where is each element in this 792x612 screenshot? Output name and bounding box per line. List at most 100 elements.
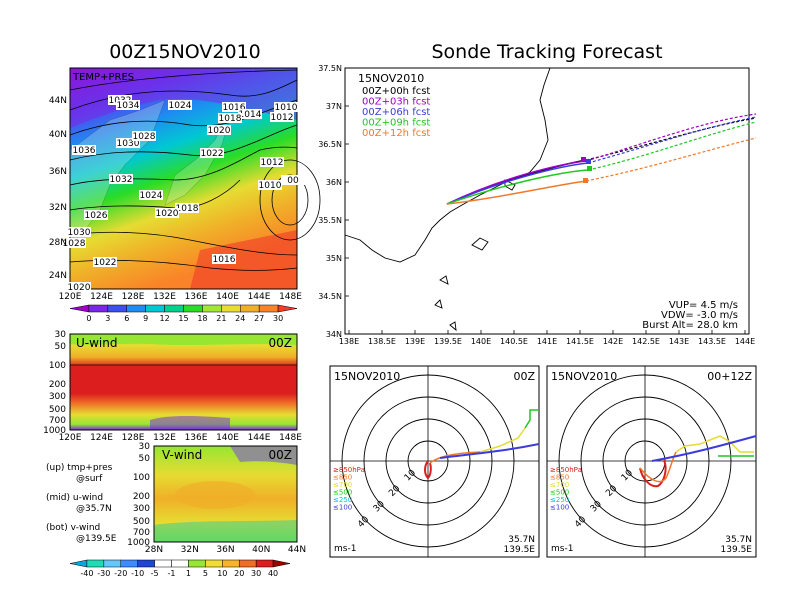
isobar-label-bg	[84, 210, 108, 220]
burst-marker	[583, 178, 588, 183]
wind-colorbar-swatch	[238, 559, 257, 568]
isobar-label: 1032	[110, 175, 133, 185]
isobar-label-bg	[168, 100, 192, 110]
colorbar-swatch	[126, 304, 146, 313]
wind-colorbar-tick: -10	[131, 569, 144, 578]
isobar-label-bg	[212, 254, 236, 264]
isobar-label-bg	[116, 100, 140, 110]
isobar-label: 1030	[68, 228, 91, 238]
note-line-6: @139.5E	[76, 534, 117, 544]
wind-colorbar-swatch	[103, 559, 122, 568]
isobar-label: 1018	[176, 204, 199, 214]
track-date: 15NOV2010	[358, 72, 424, 85]
isobar-label: 1012	[261, 158, 284, 168]
v-wind-title: V-wind	[162, 448, 202, 462]
hodograph-trace	[424, 460, 432, 480]
coastline	[344, 67, 551, 332]
wind-colorbar-tick: 40	[268, 569, 278, 578]
colorbar-swatch	[221, 304, 241, 313]
hodograph-unit: ms-1	[551, 544, 573, 554]
wind-colorbar-swatch	[272, 559, 291, 568]
hodograph-level-label: ≥850hPa	[550, 466, 582, 474]
wind-colorbar-tick: 30	[251, 569, 261, 578]
colorbar-tick: 3	[105, 314, 110, 323]
isobar-label: 1020	[68, 283, 91, 293]
track-line	[446, 180, 587, 205]
track-forecast-dashed	[585, 117, 757, 161]
isobar-label-bg	[281, 175, 305, 185]
note-line-4: @35.7N	[76, 504, 112, 514]
wind-colorbar-tick: -20	[114, 569, 127, 578]
track-x-tick: 142E	[603, 337, 623, 346]
isobar-label: 1022	[201, 149, 224, 159]
wind-colorbar-swatch	[154, 559, 172, 568]
colorbar-swatch	[240, 304, 260, 313]
isobar-label-bg	[132, 131, 156, 141]
hodograph-lon: 139.5E	[721, 545, 753, 555]
u-wind-x-tick: 144E	[248, 433, 271, 443]
isobar-label-bg	[116, 138, 140, 148]
map-y-tick: 28N	[49, 238, 67, 248]
isobar-label: 1028	[63, 239, 86, 249]
isobar-label-bg	[222, 102, 246, 112]
isobar-label-bg	[67, 282, 91, 292]
track-x-tick: 140E	[471, 337, 491, 346]
colorbar-swatch	[145, 304, 165, 313]
u-wind-y-tick: 500	[49, 405, 66, 415]
hodograph-trace	[639, 459, 667, 488]
map-x-tick: 132E	[153, 292, 176, 302]
colorbar-swatch	[202, 304, 222, 313]
isobar-label: 1016	[213, 255, 236, 265]
overlay-label: TEMP+PRES	[72, 72, 134, 83]
isobar-label-group: 1032103410241016101410101012101810361030…	[62, 95, 305, 293]
hodograph-time: 00+12Z	[707, 370, 752, 383]
isobar-label: 1014	[239, 110, 262, 120]
wind-colorbar-swatch	[222, 559, 240, 568]
right-panel-title: Sonde Tracking Forecast	[431, 41, 662, 63]
map-x-tick: 128E	[122, 292, 145, 302]
wind-colorbar-tick: 1	[186, 569, 191, 578]
track-x-tick: 138.5E	[368, 337, 396, 346]
track-legend-entry: 00Z+00h fcst	[362, 86, 430, 97]
v-wind-y-tick: 700	[133, 528, 150, 538]
note-line-1: (up) tmp+pres	[46, 463, 113, 473]
track-y-tick: 36.5N	[318, 140, 342, 149]
vup-text: VUP= 4.5 m/s	[669, 300, 738, 311]
map-x-tick: 144E	[248, 292, 271, 302]
u-wind-x-tick: 124E	[90, 433, 113, 443]
isobar-label: 1030	[117, 139, 140, 149]
u-wind-x-tick: 120E	[59, 433, 82, 443]
isobar-label-bg	[200, 148, 224, 158]
colorbar-tick: 15	[178, 314, 188, 323]
wind-colorbar-tick: 5	[203, 569, 208, 578]
colorbar-swatch	[107, 304, 128, 313]
isobar-label: 1028	[133, 132, 156, 142]
sonde-track-lines	[446, 113, 757, 205]
wind-colorbar: -40 -30 -20 -10 -5 -1 1 5 10 20 30 40	[69, 559, 291, 578]
v-wind-y-tick: 30	[139, 442, 151, 452]
v-wind-y-tick: 500	[133, 517, 150, 527]
isobar-label-bg	[62, 238, 86, 248]
burst-marker	[586, 159, 591, 164]
u-wind-y-tick: 50	[55, 342, 67, 352]
u-wind-title: U-wind	[76, 336, 117, 350]
hodograph-level-label: ≤100	[550, 504, 569, 512]
wind-colorbar-swatch	[69, 559, 88, 568]
u-wind-y-tick: 30	[55, 330, 67, 340]
map-y-tick: 24N	[49, 271, 67, 281]
hodograph-date: 15NOV2010	[551, 370, 617, 383]
temperature-colorbar: 0 3 6 9 12 15 18 21 24 27 30	[69, 304, 298, 323]
hodograph-lon: 139.5E	[504, 545, 536, 555]
note-line-5: (bot) v-wind	[46, 523, 100, 533]
wind-colorbar-tick: 20	[234, 569, 244, 578]
colorbar-tick: 30	[273, 314, 283, 323]
hodograph-level-label: ≤850	[333, 474, 352, 482]
left-panel-title: 00Z15NOV2010	[109, 41, 261, 63]
isobar-label: 1012	[271, 113, 294, 123]
